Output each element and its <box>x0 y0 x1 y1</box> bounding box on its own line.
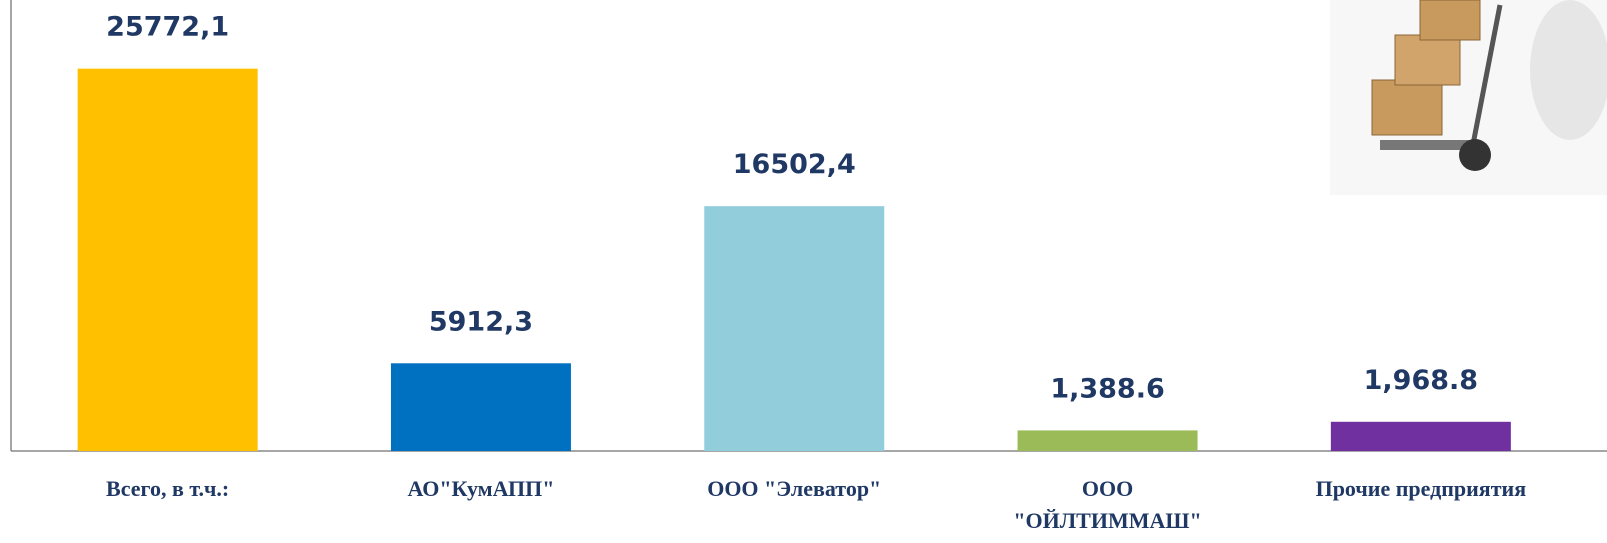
bar <box>1330 421 1511 451</box>
x-tick-label: Прочие предприятия <box>1315 476 1527 501</box>
value-label: 5912,3 <box>429 306 533 337</box>
value-label: 1,388.6 <box>1050 373 1164 404</box>
x-tick-label: АО"КумАПП" <box>407 476 555 501</box>
bar <box>704 206 885 451</box>
bar <box>1017 430 1198 451</box>
x-tick-label: ООО "Элеватор" <box>707 476 882 501</box>
value-label: 25772,1 <box>106 12 229 43</box>
bar <box>390 363 571 451</box>
value-label: 1,968.8 <box>1364 365 1478 396</box>
value-label: 16502,4 <box>733 149 856 180</box>
x-tick-label: Всего, в т.ч.: <box>106 476 230 501</box>
mover-illustration <box>1330 0 1607 195</box>
x-tick-label: ООО "ОЙЛТИММАШ" <box>1013 476 1202 533</box>
bar <box>77 68 258 451</box>
